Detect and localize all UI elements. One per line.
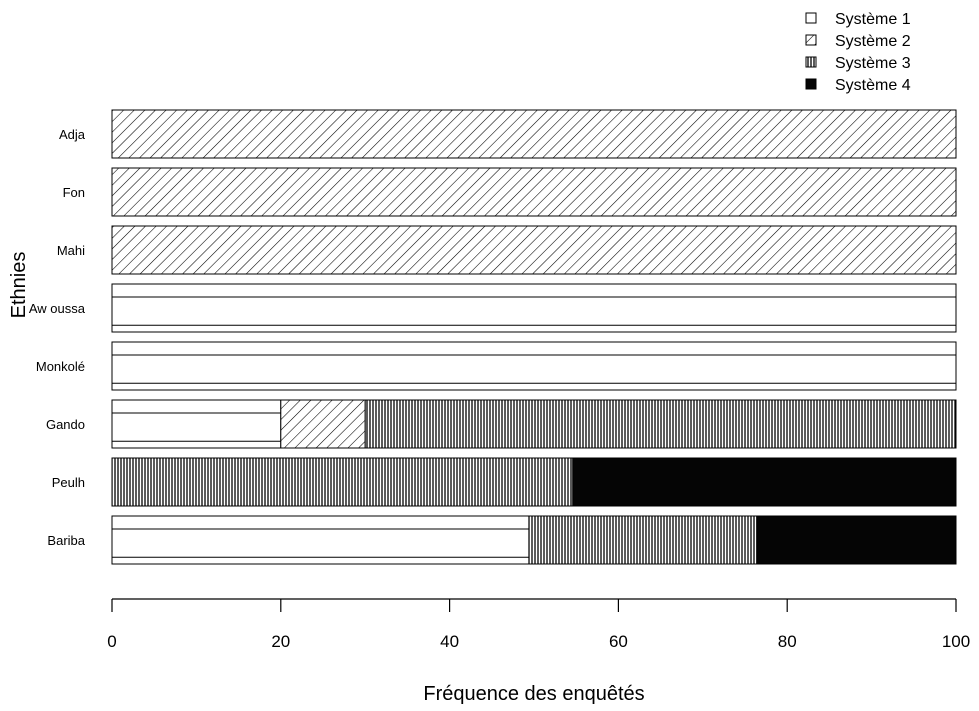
x-axis-title: Fréquence des enquêtés xyxy=(423,683,644,705)
bar-segment-adja-s2 xyxy=(111,109,957,159)
bar-segment-peulh-s4 xyxy=(572,457,957,507)
x-tick-label: 80 xyxy=(778,632,797,651)
category-label: Fon xyxy=(63,185,85,200)
bar-segment-awoussa-s1 xyxy=(111,283,957,333)
y-axis-title: Ethnies xyxy=(8,252,30,319)
legend-swatch-1 xyxy=(805,12,817,24)
category-label: Bariba xyxy=(47,533,85,548)
legend-label-3: Système 3 xyxy=(835,55,911,72)
x-axis: 0 20 40 60 80 100 xyxy=(107,598,970,651)
category-label: Aw oussa xyxy=(29,301,86,316)
x-tick-label: 0 xyxy=(107,632,116,651)
legend-label-1: Système 1 xyxy=(835,11,911,28)
x-tick-label: 60 xyxy=(609,632,628,651)
legend: Système 1 Système 2 Système 3 Système 4 xyxy=(805,11,911,94)
bar-segment-peulh-s3 xyxy=(111,457,574,507)
legend-label-2: Système 2 xyxy=(835,33,911,50)
bars-group xyxy=(111,109,957,565)
legend-swatch-4 xyxy=(805,78,817,90)
bar-segment-bariba-s4 xyxy=(756,515,957,565)
bar-segment-bariba-s3 xyxy=(528,515,758,565)
legend-label-4: Système 4 xyxy=(835,77,911,94)
bar-segment-gando-s3 xyxy=(364,399,957,449)
bar-segment-monkolé-s1 xyxy=(111,341,957,391)
bar-segment-gando-s1 xyxy=(111,399,282,449)
x-tick-label: 100 xyxy=(942,632,970,651)
category-labels: Adja Fon Mahi Aw oussa Monkolé Gando Peulh Bari… xyxy=(29,127,86,548)
legend-swatch-2 xyxy=(805,34,817,46)
category-label: Peulh xyxy=(52,475,85,490)
bar-segment-fon-s2 xyxy=(111,167,957,217)
legend-swatch-3 xyxy=(805,56,817,68)
category-label: Gando xyxy=(46,417,85,432)
x-tick-label: 20 xyxy=(271,632,290,651)
bar-segment-gando-s2 xyxy=(280,399,366,449)
x-tick-label: 40 xyxy=(440,632,459,651)
bar-segment-mahi-s2 xyxy=(111,225,957,275)
category-label: Adja xyxy=(59,127,86,142)
category-label: Monkolé xyxy=(36,359,85,374)
bar-segment-bariba-s1 xyxy=(111,515,530,565)
category-label: Mahi xyxy=(57,243,85,258)
